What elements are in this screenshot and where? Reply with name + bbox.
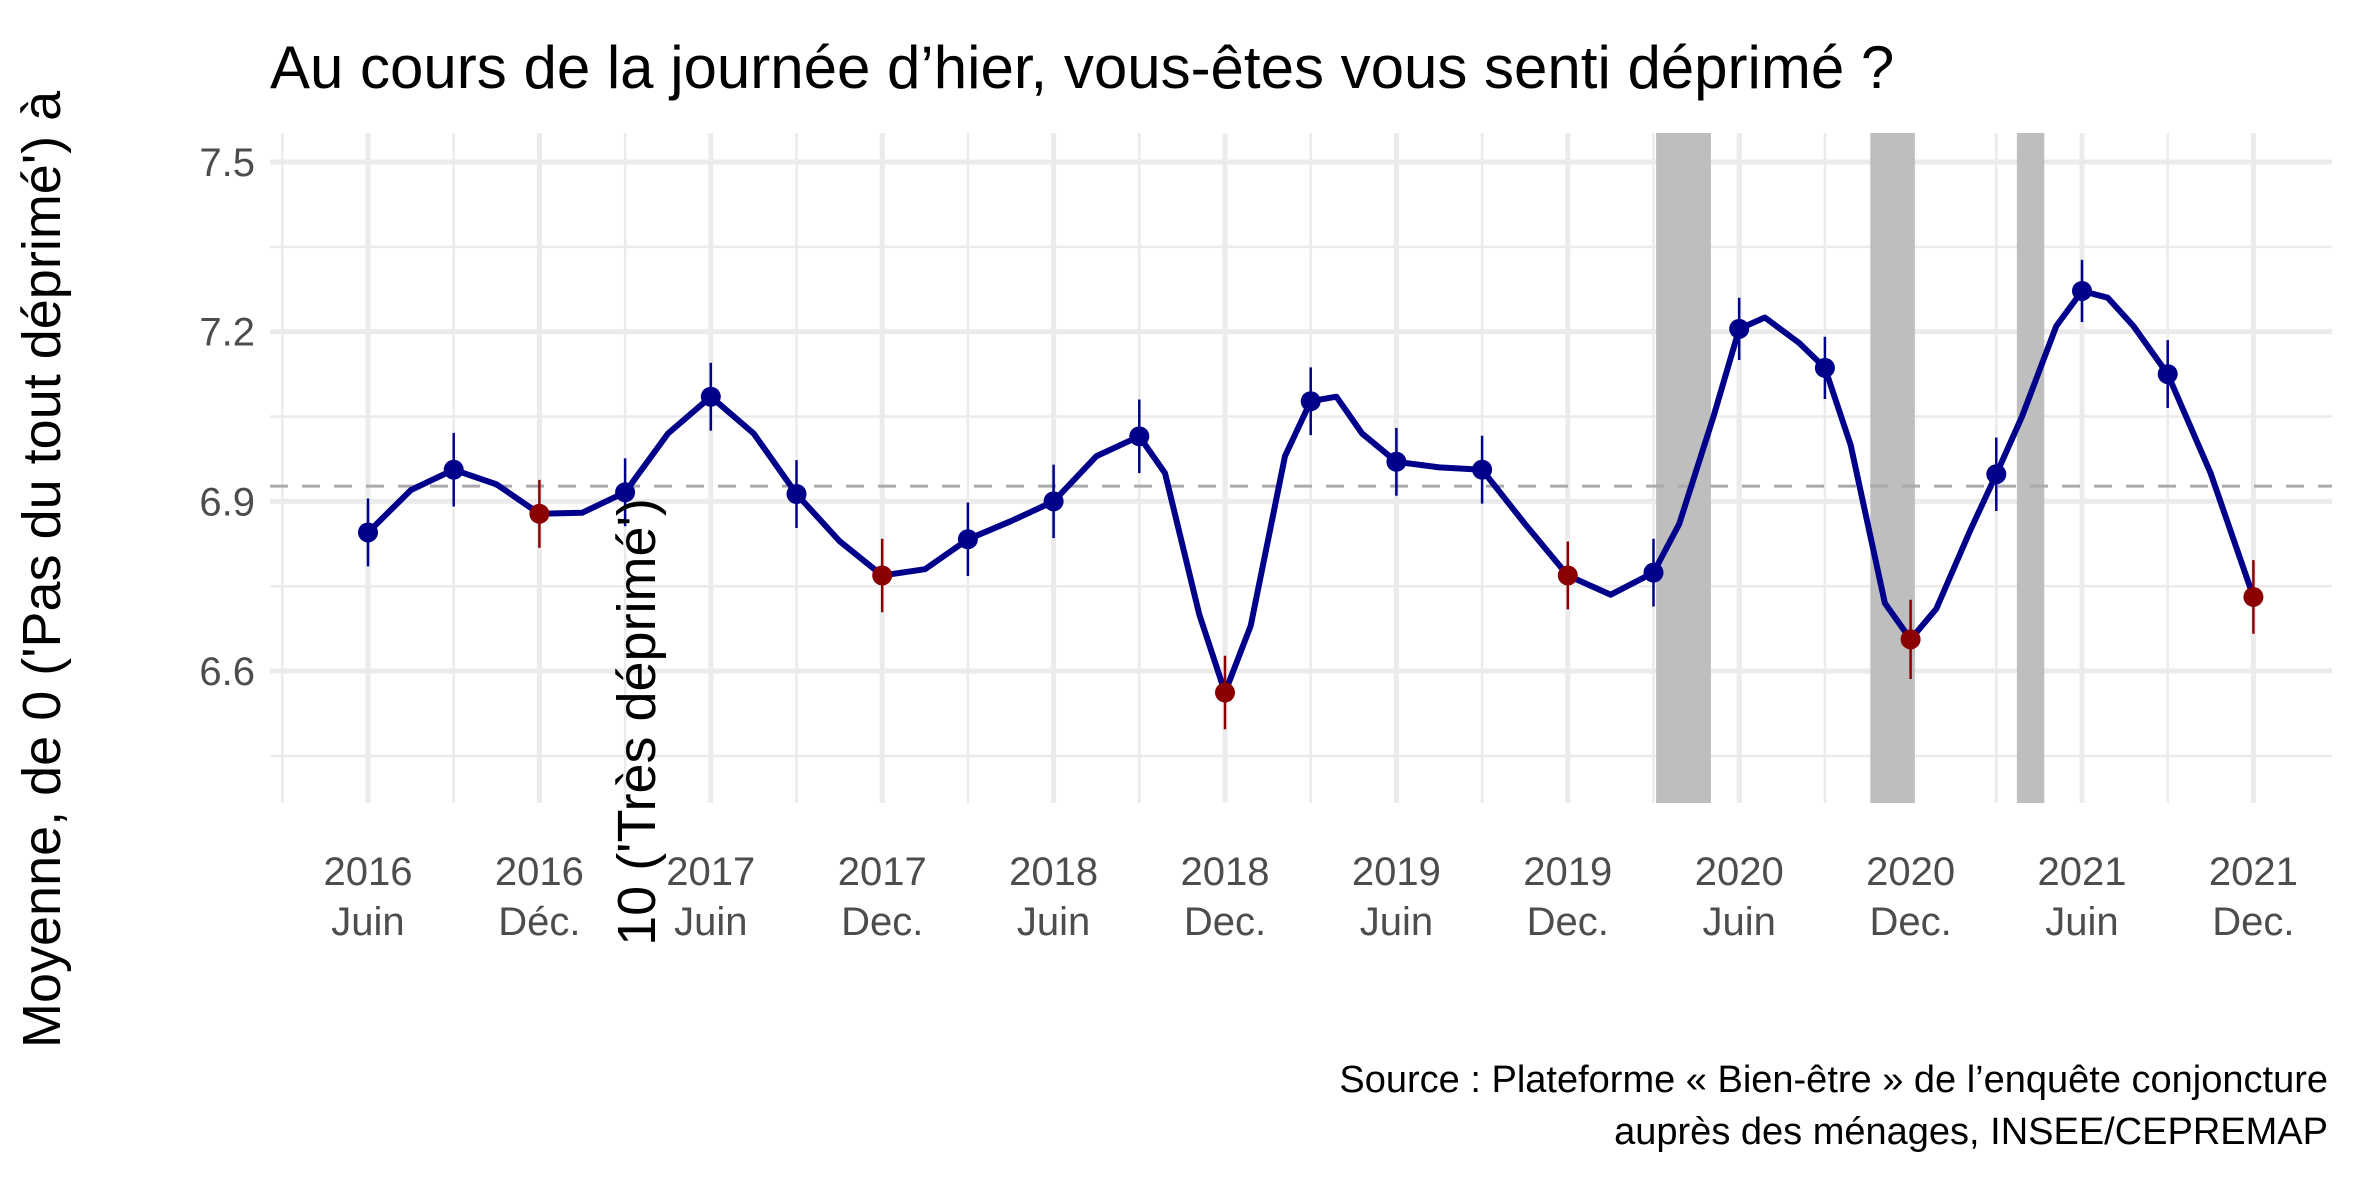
y-tick-label: 7.2 bbox=[199, 311, 255, 355]
series bbox=[358, 259, 2264, 730]
x-tick-label-month: Juin bbox=[1017, 900, 1090, 944]
x-tick-label-year: 2017 bbox=[838, 850, 927, 894]
caption-line2: auprès des ménages, INSEE/CEPREMAP bbox=[1614, 1111, 2328, 1153]
x-tick-label-year: 2019 bbox=[1352, 850, 1441, 894]
data-point-december bbox=[1900, 629, 1921, 650]
smoothed-line bbox=[365, 288, 2257, 696]
data-point-december bbox=[2243, 586, 2264, 607]
y-axis-label-line1: Moyenne, de 0 ('Pas du tout déprimé') à bbox=[12, 90, 72, 1048]
data-point bbox=[1729, 318, 1750, 339]
data-point bbox=[1386, 451, 1407, 472]
x-tick-label-year: 2021 bbox=[2209, 850, 2298, 894]
x-tick-label-year: 2021 bbox=[2038, 850, 2127, 894]
x-tick-label-year: 2016 bbox=[495, 850, 584, 894]
data-point bbox=[1814, 357, 1835, 378]
data-point-december bbox=[872, 565, 893, 586]
y-tick-label: 6.9 bbox=[199, 480, 255, 524]
x-tick-label-year: 2019 bbox=[1523, 850, 1612, 894]
y-tick-label: 7.5 bbox=[199, 141, 255, 185]
caption-line1: Source : Plateforme « Bien-être » de l’e… bbox=[1339, 1059, 2328, 1101]
shaded-periods bbox=[1656, 133, 2045, 803]
y-tick-label: 6.6 bbox=[199, 650, 255, 694]
chart-title: Au cours de la journée d’hier, vous-êtes… bbox=[270, 34, 1894, 101]
data-point bbox=[1129, 426, 1150, 447]
y-axis-ticks: 6.6 6.9 7.2 7.5 bbox=[199, 141, 255, 694]
data-point bbox=[443, 459, 464, 480]
shaded-period bbox=[1656, 133, 1711, 803]
shaded-period bbox=[1870, 133, 1915, 803]
data-point bbox=[786, 484, 807, 505]
data-point bbox=[615, 482, 636, 503]
x-tick-label-month: Dec. bbox=[1184, 900, 1266, 944]
x-tick-label-year: 2017 bbox=[666, 850, 755, 894]
data-point bbox=[358, 522, 378, 543]
x-axis-ticks: 2016 Juin 2016 Déc. 2017 Juin 2017 Dec. 2018 Juin… bbox=[324, 850, 2298, 944]
x-tick-label-month: Juin bbox=[1703, 900, 1776, 944]
data-point-december bbox=[1557, 565, 1578, 586]
x-tick-label-month: Juin bbox=[1360, 900, 1433, 944]
data-point bbox=[2157, 364, 2178, 385]
x-tick-label-month: Juin bbox=[331, 900, 404, 944]
data-point-december bbox=[1215, 682, 1235, 703]
x-tick-label-month: Dec. bbox=[841, 900, 923, 944]
x-tick-label-month: Dec. bbox=[1869, 900, 1951, 944]
x-tick-label-year: 2018 bbox=[1009, 850, 1098, 894]
data-point bbox=[1043, 491, 1064, 512]
data-point bbox=[1986, 464, 2007, 485]
data-point bbox=[2072, 280, 2092, 301]
data-point bbox=[1300, 391, 1321, 412]
x-tick-label-year: 2018 bbox=[1181, 850, 1270, 894]
x-tick-label-month: Dec. bbox=[1527, 900, 1609, 944]
x-tick-label-year: 2016 bbox=[324, 850, 413, 894]
shaded-period bbox=[2016, 133, 2045, 803]
data-point bbox=[1643, 562, 1664, 583]
x-tick-label-month: Juin bbox=[2045, 900, 2118, 944]
y-axis-label-line2: 10 ('Très déprimé') bbox=[607, 498, 667, 946]
x-tick-label-month: Déc. bbox=[498, 900, 580, 944]
data-point bbox=[957, 529, 978, 550]
data-point bbox=[1472, 459, 1493, 480]
x-tick-label-year: 2020 bbox=[1866, 850, 1955, 894]
x-tick-label-year: 2020 bbox=[1695, 850, 1784, 894]
x-tick-label-month: Juin bbox=[674, 900, 747, 944]
x-tick-label-month: Dec. bbox=[2212, 900, 2294, 944]
data-point-december bbox=[529, 503, 550, 524]
data-point bbox=[700, 386, 721, 407]
